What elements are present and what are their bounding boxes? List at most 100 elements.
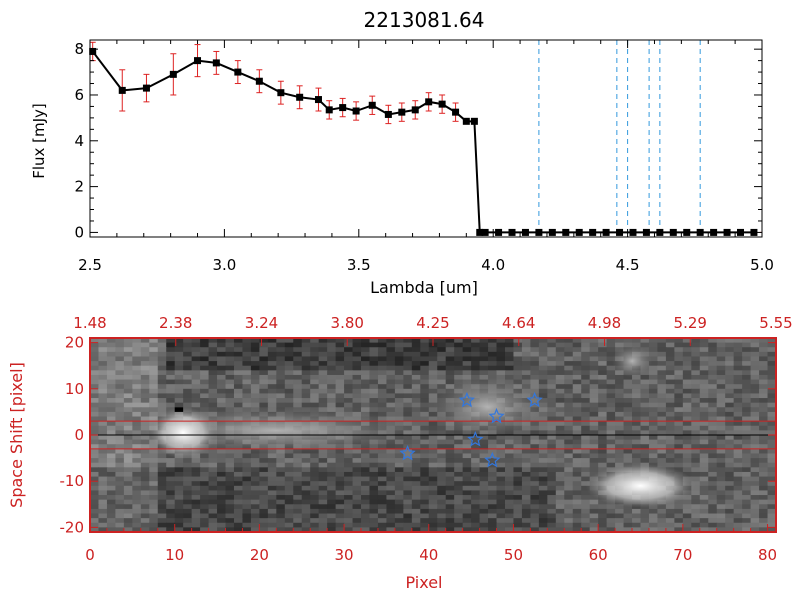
y-tick-label-4: 8 [74,40,84,58]
flux-point-13 [352,107,360,115]
spectrum-2d-image: 0 10 20 30 40 50 60 70 80 1.48 2.38 3.24 3.80 4.25 4.6… [60,314,793,564]
pixel-x-tick-label-6: 60 [589,546,608,564]
lambda-top-tick-label-1: 2.38 [159,314,192,332]
flux-point-17 [411,106,419,114]
flux-point-31 [575,228,583,236]
flux-point-24 [481,228,489,236]
flux-point-22 [470,117,478,125]
flux-point-14 [368,101,376,109]
space-shift-y-axis-label: Space Shift [pixel] [7,362,26,508]
upper-right-blob [612,345,653,378]
star-marker-2 [488,407,505,424]
y-tick-label-1: 2 [74,178,84,196]
lambda-top-tick-label-7: 5.29 [674,314,707,332]
flux-series-line [91,50,754,234]
flux-point-4 [194,57,202,65]
lambda-top-tick-label-4: 4.25 [416,314,449,332]
flux-point-12 [339,104,347,112]
flux-point-0 [89,47,97,55]
shift-y-tick-label-4: 20 [65,334,84,352]
flux-point-23 [476,228,484,236]
flux-point-5 [212,59,220,67]
spectrum-plot: 2.5 3.0 3.5 4.0 4.5 5.0 0 2 4 6 8 [74,39,774,274]
flux-point-11 [325,106,333,114]
shift-y-tick-label-1: -10 [60,472,85,490]
x-tick-label-5: 5.0 [750,256,774,274]
flux-point-37 [656,228,664,236]
flux-point-42 [723,228,731,236]
shift-y-tick-label-3: 10 [65,380,84,398]
pixel-x-tick-label-7: 70 [673,546,692,564]
flux-point-20 [452,108,460,116]
star-marker-1 [526,391,543,408]
flux-point-27 [521,228,529,236]
star-marker-0 [458,391,475,408]
flux-point-10 [314,96,322,104]
flux-point-16 [398,108,406,116]
lambda-top-tick-label-6: 4.98 [588,314,621,332]
flux-point-36 [642,228,650,236]
pixel-x-tick-label-2: 20 [250,546,269,564]
x-tick-label-4: 4.5 [616,256,640,274]
star-marker-5 [484,451,501,468]
flux-point-18 [425,98,433,106]
flux-point-7 [255,77,263,85]
flux-point-8 [277,89,285,97]
shift-y-tick-label-0: -20 [60,518,85,536]
star-marker-3 [467,431,484,447]
spectrum-x-axis-label: Lambda [um] [370,278,478,297]
flux-point-43 [736,228,744,236]
pixel-x-tick-label-4: 40 [419,546,438,564]
chart-title: 2213081.64 [364,8,485,32]
flux-point-38 [669,228,677,236]
flux-point-40 [696,228,704,236]
flux-point-6 [234,68,242,76]
flux-point-44 [750,228,758,236]
lambda-top-tick-label-5: 4.64 [502,314,535,332]
shift-y-tick-label-2: 0 [74,426,84,444]
flux-point-28 [535,228,543,236]
flux-point-30 [562,228,570,236]
secondary-blob [433,377,544,438]
pixel-x-axis-label: Pixel [405,573,442,592]
flux-point-25 [495,228,503,236]
pixel-x-tick-label-3: 30 [335,546,354,564]
y-tick-label-3: 6 [74,86,84,104]
flux-point-9 [296,93,304,101]
source-blob [149,406,218,459]
flux-point-33 [602,228,610,236]
flux-point-3 [169,70,177,78]
flux-point-29 [548,228,556,236]
lambda-top-tick-label-8: 5.55 [759,314,792,332]
flux-point-35 [629,228,637,236]
x-tick-label-1: 3.0 [212,256,236,274]
lambda-top-tick-label-2: 3.24 [245,314,278,332]
flux-point-21 [462,117,470,125]
flux-point-39 [683,228,691,236]
pixel-x-tick-label-0: 0 [85,546,95,564]
image-pixels [90,338,776,532]
flux-point-2 [142,84,150,92]
flux-point-19 [438,100,446,108]
x-tick-label-2: 3.5 [347,256,371,274]
lower-right-blob [585,463,696,508]
dark-pixel [174,407,184,412]
x-tick-label-3: 4.0 [481,256,505,274]
flux-point-41 [710,228,718,236]
flux-point-15 [384,110,392,118]
lambda-top-tick-label-3: 3.80 [331,314,364,332]
flux-point-26 [508,228,516,236]
lambda-top-tick-label-0: 1.48 [73,314,106,332]
y-tick-label-2: 4 [74,132,84,150]
spectrum-y-axis-label: Flux [mJy] [30,103,48,179]
flux-point-1 [118,86,126,94]
pixel-x-tick-label-8: 80 [758,546,777,564]
star-marker-4 [399,444,416,461]
flux-point-32 [589,228,597,236]
pixel-x-tick-label-5: 50 [504,546,523,564]
y-tick-label-0: 0 [74,223,84,241]
x-tick-label-0: 2.5 [78,256,102,274]
spectrum-plot-frame [89,39,763,238]
